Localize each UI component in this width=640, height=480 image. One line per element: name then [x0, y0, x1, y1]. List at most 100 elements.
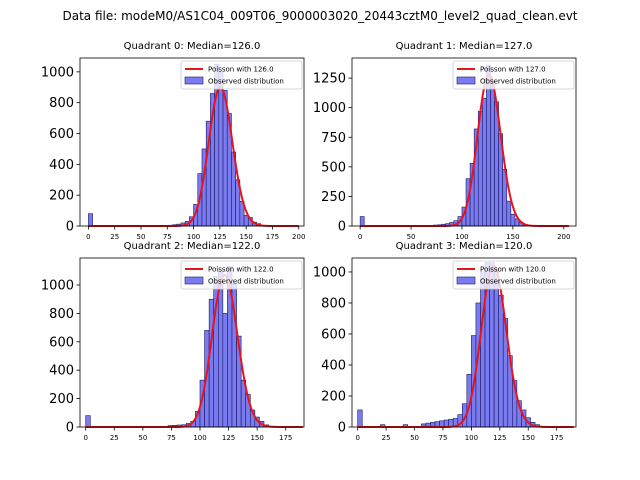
histogram-bar: [222, 90, 228, 227]
x-tick-label: 50: [410, 434, 419, 442]
histogram-bar: [493, 268, 499, 428]
y-tick-label: 600: [49, 335, 74, 350]
x-tick-label: 175: [266, 233, 279, 241]
y-tick-label: 0: [66, 220, 74, 235]
x-tick-label: 175: [550, 434, 563, 442]
histogram-bar: [88, 213, 93, 227]
x-tick-label: 100: [465, 434, 478, 442]
axes-frame: [79, 57, 305, 227]
axes-frame: [351, 57, 577, 227]
legend-label: Observed distribution: [480, 278, 556, 286]
chart-title: Quadrant 2: Median=122.0: [124, 241, 261, 252]
figure-suptitle: Data file: modeM0/AS1C04_009T06_90000030…: [62, 9, 577, 23]
x-tick-label: 25: [110, 233, 119, 241]
y-tick-label: 600: [49, 127, 74, 142]
legend-label: Observed distribution: [208, 78, 284, 86]
histogram-bar: [510, 213, 516, 227]
chart-panel-0: Quadrant 0: Median=126.0 0 200 400 600 800 100…: [41, 41, 306, 241]
x-tick-label: 150: [250, 434, 263, 442]
poisson-curve: [360, 73, 569, 227]
x-tick-label: 175: [279, 434, 292, 442]
legend-bar-swatch: [184, 276, 204, 285]
x-tick-label: 125: [222, 434, 235, 442]
y-tick-label: 1250: [313, 72, 346, 87]
y-tick-label: 500: [321, 160, 346, 175]
y-tick-label: 0: [338, 220, 346, 235]
y-tick-label: 200: [321, 389, 346, 404]
y-tick-label: 0: [338, 421, 346, 436]
y-tick-label: 400: [321, 358, 346, 373]
chart-title: Quadrant 0: Median=126.0: [124, 41, 261, 52]
axes-frame: [351, 257, 577, 428]
histogram-bar: [490, 80, 495, 227]
histogram-bar: [85, 415, 91, 428]
x-tick-label: 100: [455, 233, 468, 241]
y-tick-label: 400: [49, 158, 74, 173]
x-tick-label: 100: [193, 434, 206, 442]
x-tick-label: 0: [358, 233, 362, 241]
poisson-curve: [85, 274, 303, 428]
y-tick-label: 800: [49, 96, 74, 111]
histogram-bar: [506, 200, 512, 227]
x-tick-label: 125: [213, 233, 226, 241]
chart-panel-1: Quadrant 1: Median=127.00250500750100012…: [313, 41, 577, 241]
legend: Poisson with 120.0 Observed distribution: [452, 260, 575, 290]
x-tick-label: 200: [292, 233, 305, 241]
x-tick-label: 200: [557, 233, 570, 241]
histogram-bar: [480, 271, 486, 428]
legend: Poisson with 127.0 Observed distribution: [452, 60, 575, 90]
axes-frame: [79, 257, 305, 428]
x-tick-label: 150: [506, 233, 519, 241]
legend-box: [180, 60, 303, 90]
histogram-bar: [222, 313, 228, 428]
chart-title: Quadrant 1: Median=127.0: [396, 41, 533, 52]
chart-panel-3: Quadrant 3: Median=120.0 0 200 400 600 800 100…: [313, 241, 577, 442]
legend-label: Poisson with 126.0: [208, 66, 274, 74]
y-tick-label: 1000: [41, 278, 74, 293]
histogram-bar: [482, 97, 487, 227]
x-tick-label: 100: [187, 233, 200, 241]
y-tick-label: 1000: [313, 265, 346, 280]
histogram-bar: [359, 216, 365, 227]
y-tick-label: 200: [49, 189, 74, 204]
histogram-bar: [498, 294, 504, 428]
x-tick-label: 25: [110, 434, 119, 442]
x-tick-label: 150: [239, 233, 252, 241]
legend-box: [452, 260, 575, 290]
poisson-curve: [357, 264, 574, 428]
x-tick-label: 0: [355, 434, 359, 442]
legend-bar-swatch: [184, 76, 204, 85]
legend: Poisson with 122.0 Observed distribution: [180, 260, 303, 290]
x-tick-label: 50: [137, 233, 146, 241]
histogram-bar: [218, 71, 224, 227]
y-tick-label: 200: [49, 392, 74, 407]
legend-label: Observed distribution: [480, 78, 556, 86]
y-tick-label: 1000: [313, 101, 346, 116]
x-tick-label: 25: [382, 434, 391, 442]
legend-bar-swatch: [456, 276, 476, 285]
legend-label: Observed distribution: [208, 278, 284, 286]
y-tick-label: 1000: [41, 65, 74, 80]
legend-label: Poisson with 127.0: [480, 66, 546, 74]
histogram-bar: [243, 214, 249, 227]
x-tick-label: 0: [83, 434, 87, 442]
x-tick-label: 75: [167, 434, 176, 442]
chart-title: Quadrant 3: Median=120.0: [396, 241, 533, 252]
y-tick-label: 600: [321, 327, 346, 342]
chart-panel-2: Quadrant 2: Median=122.0 0 200 400 600 800 100…: [41, 241, 305, 442]
x-tick-label: 50: [138, 434, 147, 442]
panels: Quadrant 0: Median=126.0 0 200 400 600 800 100…: [41, 41, 577, 442]
y-tick-label: 400: [49, 364, 74, 379]
x-tick-label: 75: [439, 434, 448, 442]
x-tick-label: 125: [493, 434, 506, 442]
legend-bar-swatch: [456, 76, 476, 85]
x-tick-label: 0: [86, 233, 90, 241]
x-tick-label: 75: [163, 233, 172, 241]
legend-label: Poisson with 122.0: [208, 266, 274, 274]
y-tick-label: 800: [321, 296, 346, 311]
x-tick-label: 50: [407, 233, 416, 241]
y-tick-label: 800: [49, 307, 74, 322]
legend-box: [452, 60, 575, 90]
y-tick-label: 750: [321, 131, 346, 146]
